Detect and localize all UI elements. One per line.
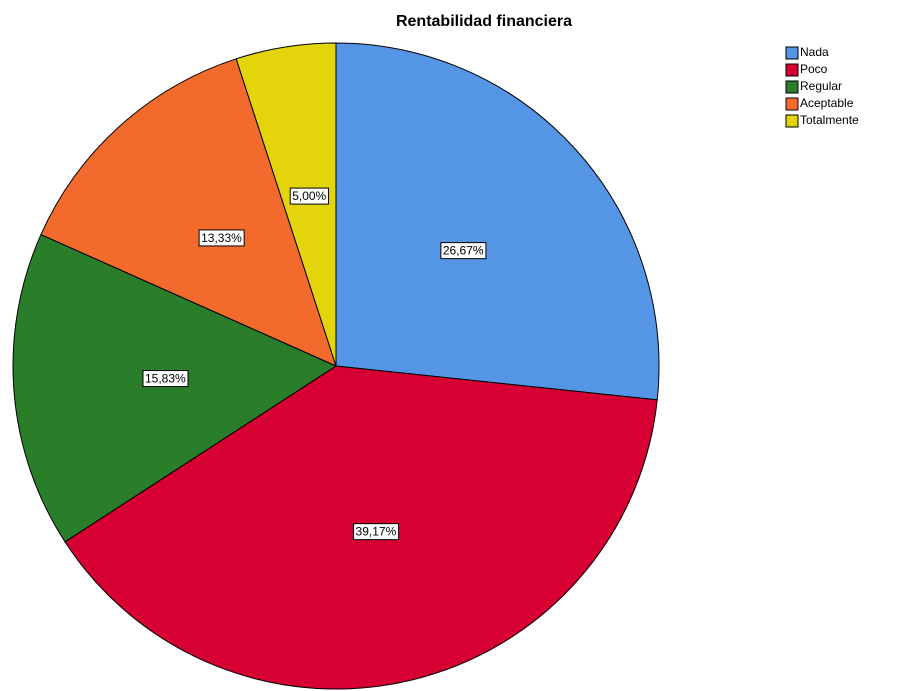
- data-label-box: [289, 187, 330, 205]
- legend-label: Aceptable: [800, 96, 854, 110]
- legend-label: Poco: [800, 62, 828, 76]
- data-label-box: [440, 242, 487, 260]
- pie-slice: [12, 233, 338, 543]
- data-label: 26,67%: [443, 244, 484, 258]
- pie-slice: [235, 42, 337, 367]
- data-label: 5,00%: [292, 189, 326, 203]
- data-label-box: [142, 370, 189, 388]
- legend-swatch: [785, 80, 799, 94]
- data-label-box: [353, 523, 400, 541]
- pie-slice: [335, 42, 660, 401]
- data-label: 15,83%: [145, 372, 186, 386]
- data-label: 39,17%: [356, 525, 397, 539]
- legend-swatch: [785, 46, 799, 60]
- chart-title: Rentabilidad financiera: [396, 13, 572, 30]
- legend-label: Regular: [800, 79, 842, 93]
- data-label-box: [198, 229, 245, 247]
- legend-label: Nada: [800, 45, 829, 59]
- legend-swatch: [785, 97, 799, 111]
- pie-slice: [40, 58, 337, 367]
- legend-swatch: [785, 114, 799, 128]
- legend-label: Totalmente: [800, 113, 859, 127]
- legend-swatch: [785, 63, 799, 77]
- data-label: 13,33%: [201, 231, 242, 245]
